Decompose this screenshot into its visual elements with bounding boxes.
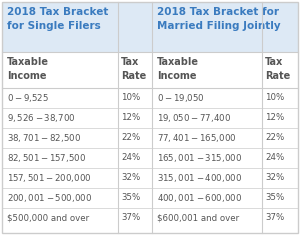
Text: 37%: 37% bbox=[265, 214, 284, 223]
Text: Tax
Rate: Tax Rate bbox=[121, 57, 146, 81]
Text: $157,501 - $200,000: $157,501 - $200,000 bbox=[7, 172, 92, 184]
Text: 32%: 32% bbox=[265, 173, 284, 183]
Text: $400,001 - $600,000: $400,001 - $600,000 bbox=[157, 192, 242, 204]
Text: $0 - $19,050: $0 - $19,050 bbox=[157, 92, 205, 104]
Text: 10%: 10% bbox=[265, 94, 284, 102]
Text: 37%: 37% bbox=[121, 214, 140, 223]
Text: $500,000 and over: $500,000 and over bbox=[7, 214, 89, 223]
Text: 2018 Tax Bracket
for Single Filers: 2018 Tax Bracket for Single Filers bbox=[7, 7, 108, 31]
Text: 12%: 12% bbox=[265, 114, 284, 122]
Text: $200,001 - $500,000: $200,001 - $500,000 bbox=[7, 192, 92, 204]
Text: 22%: 22% bbox=[121, 133, 140, 142]
Text: Tax
Rate: Tax Rate bbox=[265, 57, 290, 81]
Text: $82,501 - $157,500: $82,501 - $157,500 bbox=[7, 152, 86, 164]
Text: 32%: 32% bbox=[121, 173, 140, 183]
Text: 24%: 24% bbox=[265, 153, 284, 162]
Text: $165,001 - $315,000: $165,001 - $315,000 bbox=[157, 152, 242, 164]
Text: 22%: 22% bbox=[265, 133, 284, 142]
Text: 2018 Tax Bracket for
Married Filing Jointly: 2018 Tax Bracket for Married Filing Join… bbox=[157, 7, 280, 31]
Text: $9,526 - $38,700: $9,526 - $38,700 bbox=[7, 112, 76, 124]
Text: $315,001 - $400,000: $315,001 - $400,000 bbox=[157, 172, 242, 184]
Text: $77,401 - $165,000: $77,401 - $165,000 bbox=[157, 132, 236, 144]
Bar bbox=[2, 2, 152, 52]
Text: Taxable
Income: Taxable Income bbox=[157, 57, 199, 81]
Text: 35%: 35% bbox=[265, 193, 284, 203]
Text: 10%: 10% bbox=[121, 94, 140, 102]
Text: 12%: 12% bbox=[121, 114, 140, 122]
Text: $19,050 - $77,400: $19,050 - $77,400 bbox=[157, 112, 231, 124]
Text: $0 - $9,525: $0 - $9,525 bbox=[7, 92, 49, 104]
Bar bbox=[152, 2, 298, 52]
Text: 24%: 24% bbox=[121, 153, 140, 162]
Text: 35%: 35% bbox=[121, 193, 140, 203]
Text: Taxable
Income: Taxable Income bbox=[7, 57, 49, 81]
Text: $600,001 and over: $600,001 and over bbox=[157, 214, 239, 223]
Text: $38,701 - $82,500: $38,701 - $82,500 bbox=[7, 132, 81, 144]
